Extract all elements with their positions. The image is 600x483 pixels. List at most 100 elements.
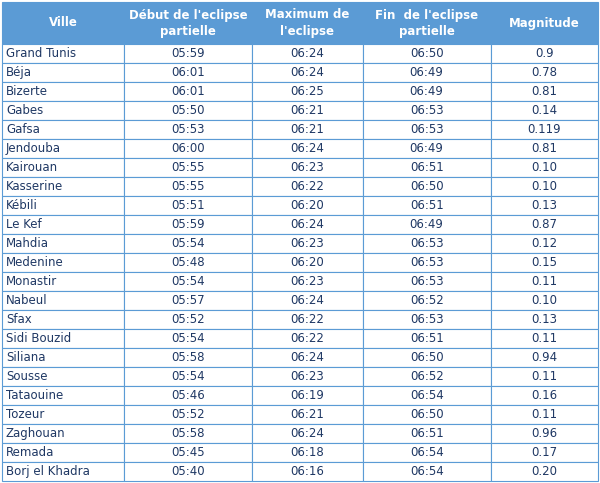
Bar xyxy=(491,310,598,329)
Text: 05:54: 05:54 xyxy=(172,275,205,288)
Bar xyxy=(253,2,362,44)
Text: 06:53: 06:53 xyxy=(410,237,443,250)
Text: Kasserine: Kasserine xyxy=(6,180,63,193)
Bar xyxy=(124,63,253,82)
Bar xyxy=(253,101,362,120)
Text: 0.16: 0.16 xyxy=(531,389,557,402)
Bar xyxy=(2,44,124,63)
Text: 06:50: 06:50 xyxy=(410,351,443,364)
Bar xyxy=(253,63,362,82)
Bar xyxy=(2,234,124,253)
Text: 06:53: 06:53 xyxy=(410,313,443,326)
Text: 06:20: 06:20 xyxy=(290,256,325,269)
Text: 05:59: 05:59 xyxy=(172,218,205,231)
Bar xyxy=(253,405,362,424)
Bar xyxy=(362,44,491,63)
Text: 0.17: 0.17 xyxy=(531,446,557,459)
Bar xyxy=(491,291,598,310)
Text: Début de l'eclipse
partielle: Début de l'eclipse partielle xyxy=(129,9,248,38)
Bar xyxy=(253,177,362,196)
Bar xyxy=(124,215,253,234)
Bar xyxy=(124,139,253,158)
Bar xyxy=(124,253,253,272)
Bar xyxy=(2,63,124,82)
Bar xyxy=(124,177,253,196)
Text: 0.11: 0.11 xyxy=(531,408,557,421)
Bar xyxy=(124,424,253,443)
Bar xyxy=(124,272,253,291)
Text: Kairouan: Kairouan xyxy=(6,161,58,174)
Bar xyxy=(491,386,598,405)
Text: Grand Tunis: Grand Tunis xyxy=(6,47,76,60)
Text: 06:53: 06:53 xyxy=(410,275,443,288)
Text: 06:50: 06:50 xyxy=(410,408,443,421)
Text: 06:49: 06:49 xyxy=(410,142,443,155)
Text: Tozeur: Tozeur xyxy=(6,408,44,421)
Text: 05:53: 05:53 xyxy=(172,123,205,136)
Bar xyxy=(491,44,598,63)
Text: 05:57: 05:57 xyxy=(172,294,205,307)
Bar xyxy=(253,462,362,481)
Text: 05:52: 05:52 xyxy=(172,408,205,421)
Text: 0.119: 0.119 xyxy=(527,123,561,136)
Text: 0.87: 0.87 xyxy=(532,218,557,231)
Bar xyxy=(124,120,253,139)
Bar xyxy=(2,386,124,405)
Text: 06:01: 06:01 xyxy=(172,66,205,79)
Bar xyxy=(2,120,124,139)
Bar xyxy=(2,215,124,234)
Bar xyxy=(2,348,124,367)
Bar xyxy=(362,291,491,310)
Bar xyxy=(362,63,491,82)
Bar xyxy=(2,253,124,272)
Bar xyxy=(253,82,362,101)
Text: 06:23: 06:23 xyxy=(290,237,325,250)
Text: 06:22: 06:22 xyxy=(290,180,325,193)
Text: 06:53: 06:53 xyxy=(410,123,443,136)
Bar xyxy=(253,386,362,405)
Text: Sousse: Sousse xyxy=(6,370,47,383)
Text: 06:53: 06:53 xyxy=(410,256,443,269)
Text: 06:52: 06:52 xyxy=(410,294,443,307)
Text: Zaghouan: Zaghouan xyxy=(6,427,65,440)
Bar xyxy=(2,443,124,462)
Text: 06:23: 06:23 xyxy=(290,370,325,383)
Bar xyxy=(362,2,491,44)
Text: 06:49: 06:49 xyxy=(410,66,443,79)
Bar xyxy=(2,462,124,481)
Bar xyxy=(491,63,598,82)
Text: 06:20: 06:20 xyxy=(290,199,325,212)
Text: Kébili: Kébili xyxy=(6,199,38,212)
Bar xyxy=(2,272,124,291)
Text: Monastir: Monastir xyxy=(6,275,57,288)
Text: 05:54: 05:54 xyxy=(172,237,205,250)
Text: Medenine: Medenine xyxy=(6,256,64,269)
Bar xyxy=(491,196,598,215)
Bar xyxy=(124,234,253,253)
Text: 05:40: 05:40 xyxy=(172,465,205,478)
Text: 06:54: 06:54 xyxy=(410,465,443,478)
Bar xyxy=(253,443,362,462)
Text: 05:54: 05:54 xyxy=(172,370,205,383)
Bar xyxy=(491,272,598,291)
Bar xyxy=(491,158,598,177)
Bar xyxy=(362,310,491,329)
Bar xyxy=(491,348,598,367)
Bar xyxy=(253,253,362,272)
Text: 06:24: 06:24 xyxy=(290,427,325,440)
Bar xyxy=(2,2,124,44)
Text: Jendouba: Jendouba xyxy=(6,142,61,155)
Bar xyxy=(2,139,124,158)
Bar xyxy=(253,272,362,291)
Bar xyxy=(362,405,491,424)
Bar xyxy=(124,462,253,481)
Text: 0.13: 0.13 xyxy=(532,199,557,212)
Text: Le Kef: Le Kef xyxy=(6,218,41,231)
Bar xyxy=(253,291,362,310)
Text: 06:19: 06:19 xyxy=(290,389,325,402)
Text: Mahdia: Mahdia xyxy=(6,237,49,250)
Text: 06:51: 06:51 xyxy=(410,427,443,440)
Text: 06:49: 06:49 xyxy=(410,85,443,98)
Bar xyxy=(362,367,491,386)
Bar xyxy=(362,424,491,443)
